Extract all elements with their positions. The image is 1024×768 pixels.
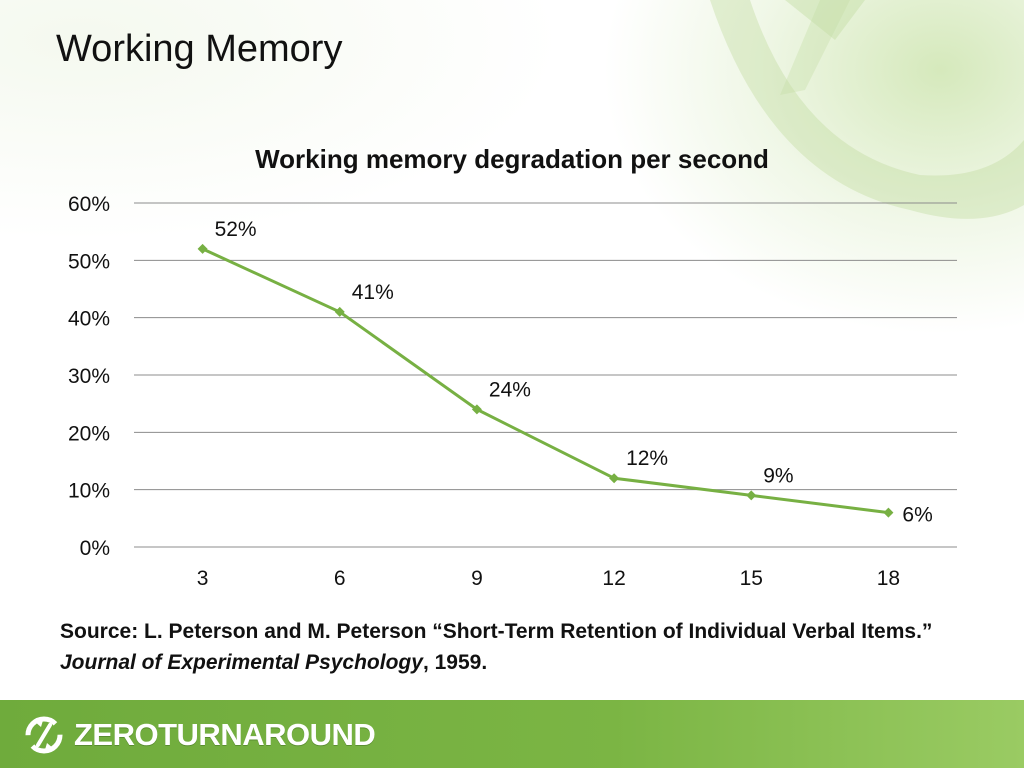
background-wash — [0, 0, 1024, 700]
source-citation: Source: L. Peterson and M. Peterson “Sho… — [60, 616, 980, 678]
logo-wordmark: ZEROTURNAROUND — [74, 717, 376, 752]
data-label: 41% — [352, 281, 394, 304]
data-markers — [197, 243, 894, 518]
x-tick-label: 15 — [740, 567, 763, 590]
watermark-arrows-icon — [710, 0, 1024, 219]
y-tick-label: 10% — [68, 480, 110, 503]
data-point-marker — [609, 473, 620, 484]
refresh-arrows-icon — [25, 716, 63, 754]
slide-title: Working Memory — [56, 28, 343, 70]
data-label: 24% — [489, 378, 531, 401]
x-tick-labels: 3 6 9 12 15 18 — [197, 567, 900, 590]
source-prefix: Source: L. Peterson and M. Peterson “Sho… — [60, 620, 933, 643]
company-logo: ZEROTURNAROUND — [22, 712, 376, 758]
data-label: 52% — [215, 218, 257, 241]
x-tick-label: 12 — [602, 567, 625, 590]
y-tick-label: 30% — [68, 365, 110, 388]
series-line — [201, 247, 889, 515]
data-point-marker — [197, 243, 208, 254]
y-tick-label: 60% — [68, 193, 110, 216]
y-tick-labels: 0% 10% 20% 30% 40% 50% 60% — [68, 193, 110, 560]
data-labels: 52% 41% 24% 12% 9% 6% — [215, 218, 933, 527]
y-tick-label: 40% — [68, 308, 110, 331]
grid-lines — [134, 202, 957, 491]
data-point-marker — [471, 404, 482, 415]
data-label: 6% — [902, 504, 932, 527]
x-tick-label: 3 — [197, 567, 209, 590]
data-point-marker — [334, 306, 345, 317]
y-tick-label: 20% — [68, 422, 110, 445]
source-journal: Journal of Experimental Psychology — [60, 651, 423, 674]
chart-title: Working memory degradation per second — [255, 144, 769, 174]
x-tick-label: 9 — [471, 567, 483, 590]
y-tick-label: 0% — [80, 537, 110, 560]
line-chart: 0% 10% 20% 30% 40% 50% 60% 3 6 9 12 15 18 52% 41% 24%… — [68, 193, 957, 590]
data-point-marker — [746, 490, 757, 501]
x-tick-label: 6 — [334, 567, 346, 590]
source-suffix: , 1959. — [422, 651, 488, 674]
y-tick-label: 50% — [68, 250, 110, 273]
data-label: 9% — [763, 464, 793, 487]
footer-bar: ZEROTURNAROUND — [0, 700, 1024, 768]
data-point-marker — [883, 507, 894, 518]
data-label: 12% — [626, 447, 668, 470]
x-tick-label: 18 — [877, 567, 900, 590]
